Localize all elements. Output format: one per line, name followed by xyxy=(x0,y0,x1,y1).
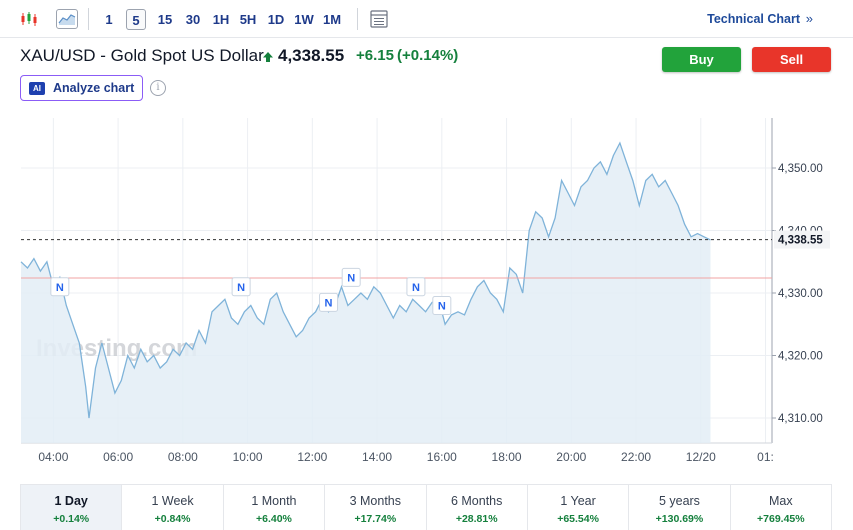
news-marker-box xyxy=(432,296,452,315)
sell-button[interactable]: Sell xyxy=(752,47,831,72)
x-tick-label: 22:00 xyxy=(621,450,651,464)
period-change: +130.69% xyxy=(655,513,704,525)
technical-chart-label: Technical Chart xyxy=(707,12,800,26)
last-price-box xyxy=(774,230,830,249)
period-1-day[interactable]: 1 Day +0.14% xyxy=(21,485,123,530)
x-tick-label: 12:00 xyxy=(297,450,327,464)
area-chart-icon[interactable] xyxy=(56,9,78,29)
news-marker-label: N xyxy=(412,282,420,294)
x-tick-label: 08:00 xyxy=(168,450,198,464)
price-area xyxy=(21,143,711,443)
x-tick-label: 06:00 xyxy=(103,450,133,464)
period-5-years[interactable]: 5 years +130.69% xyxy=(629,485,731,530)
period-label: 1 Day xyxy=(54,494,88,508)
period-change: +6.40% xyxy=(255,513,292,525)
news-marker-box xyxy=(406,277,426,297)
news-marker-box xyxy=(50,277,70,297)
timeframe-1m[interactable]: 1M xyxy=(322,12,342,27)
period-label: 1 Year xyxy=(560,494,596,508)
chart-toolbar: 1 5 15 30 1H 5H 1D 1W 1M Technical Chart… xyxy=(0,0,853,38)
period-performance-bar: 1 Day +0.14% 1 Week +0.84% 1 Month +6.40… xyxy=(20,484,832,530)
x-tick-label: 12/20 xyxy=(686,450,716,464)
x-tick-label: 16:00 xyxy=(427,450,457,464)
y-tick-label: 4,330.00 xyxy=(778,288,823,300)
chevron-right-icon: » xyxy=(805,11,813,26)
chart-svg: 04:00 06:00 08:00 10:00 12:00 14:00 16:00 18:00… xyxy=(20,118,830,464)
buy-button[interactable]: Buy xyxy=(662,47,741,72)
page-title: XAU/USD - Gold Spot US Dollar xyxy=(20,46,264,65)
period-label: 1 Month xyxy=(251,494,297,508)
info-icon[interactable]: i xyxy=(150,80,166,96)
analyze-chart-button[interactable]: AI Analyze chart xyxy=(20,75,143,101)
toolbar-divider xyxy=(357,8,358,30)
period-label: Max xyxy=(769,494,793,508)
news-marker-label: N xyxy=(438,301,446,313)
x-tick-label: 20:00 xyxy=(556,450,586,464)
timeframe-1h[interactable]: 1H xyxy=(212,12,230,27)
period-1-month[interactable]: 1 Month +6.40% xyxy=(224,485,326,530)
current-price: 4,338.55 xyxy=(278,46,345,65)
table-view-icon[interactable] xyxy=(368,9,390,29)
x-tick-label: 14:00 xyxy=(362,450,392,464)
price-line xyxy=(20,141,711,419)
period-3-months[interactable]: 3 Months +17.74% xyxy=(325,485,427,530)
period-6-months[interactable]: 6 Months +28.81% xyxy=(427,485,528,530)
news-marker-label: N xyxy=(237,282,245,294)
timeframe-1w[interactable]: 1W xyxy=(294,12,314,27)
last-price-label: 4,338.55 xyxy=(778,235,823,247)
period-max[interactable]: Max +769.45% xyxy=(731,485,831,530)
period-change: +65.54% xyxy=(557,513,599,525)
period-change: +0.84% xyxy=(154,513,191,525)
timeframe-1d[interactable]: 1D xyxy=(267,12,285,27)
period-label: 5 years xyxy=(658,494,700,508)
news-marker-label: N xyxy=(325,297,333,309)
x-tick-label: 01: xyxy=(757,450,774,464)
period-change: +769.45% xyxy=(757,513,805,525)
y-tick-label: 4,310.00 xyxy=(778,413,823,425)
period-1-week[interactable]: 1 Week +0.84% xyxy=(122,485,224,530)
technical-chart-link[interactable]: Technical Chart xyxy=(707,12,800,26)
period-1-year[interactable]: 1 Year +65.54% xyxy=(528,485,630,530)
x-tick-label: 18:00 xyxy=(492,450,522,464)
timeframe-5[interactable]: 5 xyxy=(126,9,146,30)
period-change: +0.14% xyxy=(53,513,90,525)
x-tick-label: 04:00 xyxy=(38,450,68,464)
analyze-chart-label: Analyze chart xyxy=(53,81,135,95)
timeframe-15[interactable]: 15 xyxy=(157,12,173,27)
y-tick-label: 4,350.00 xyxy=(778,163,823,175)
price-chart[interactable]: 04:00 06:00 08:00 10:00 12:00 14:00 16:00 18:00… xyxy=(0,110,853,470)
up-arrow-icon xyxy=(263,52,273,62)
candlestick-icon[interactable] xyxy=(18,9,40,29)
news-marker-box xyxy=(231,277,251,297)
news-marker-label: N xyxy=(56,282,64,294)
period-label: 6 Months xyxy=(450,494,503,508)
price-change-percent: (+0.14%) xyxy=(397,47,459,64)
toolbar-divider xyxy=(88,8,89,30)
news-marker-box xyxy=(341,267,361,287)
period-change: +17.74% xyxy=(354,513,397,525)
x-tick-label: 10:00 xyxy=(233,450,263,464)
ai-icon: AI xyxy=(29,81,45,95)
news-marker-label: N xyxy=(347,272,355,284)
price-change: +6.15 xyxy=(356,47,394,64)
timeframe-30[interactable]: 30 xyxy=(185,12,201,27)
timeframe-1[interactable]: 1 xyxy=(105,12,113,27)
period-change: +28.81% xyxy=(455,513,498,525)
news-marker-box xyxy=(319,292,339,312)
period-label: 3 Months xyxy=(349,494,402,508)
period-label: 1 Week xyxy=(151,494,194,508)
timeframe-5h[interactable]: 5H xyxy=(239,12,257,27)
y-tick-label: 4,320.00 xyxy=(778,351,823,363)
